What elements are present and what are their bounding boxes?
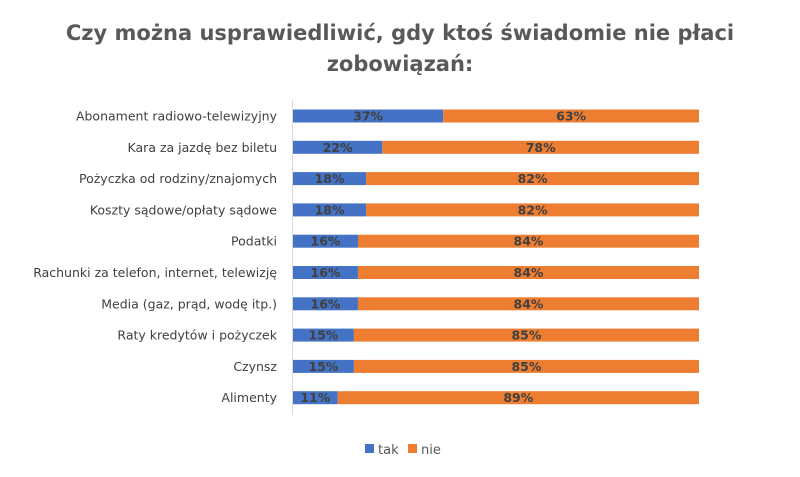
bar-tak	[293, 234, 358, 248]
data-label-tak: 22%	[323, 140, 353, 155]
data-label-nie: 84%	[514, 234, 544, 249]
bar-nie	[353, 359, 699, 373]
bar-nie	[357, 234, 699, 248]
bar-nie	[443, 109, 699, 123]
bar-tak	[293, 391, 338, 405]
data-label-tak: 16%	[311, 265, 341, 280]
bar-tak	[293, 109, 444, 123]
category-label: Abonament radiowo-telewizyjny	[76, 109, 278, 124]
bar-nie	[382, 140, 699, 154]
data-label-nie: 85%	[511, 328, 541, 343]
chart-title-line-1: Czy można usprawiedliwić, gdy ktoś świad…	[66, 21, 734, 45]
data-label-tak: 18%	[315, 171, 345, 186]
legend-swatch-tak	[365, 444, 374, 453]
data-label-nie: 84%	[514, 296, 544, 311]
bar-nie	[353, 328, 699, 342]
bar-tak	[293, 359, 354, 373]
legend-swatch-nie	[408, 444, 417, 453]
category-label: Koszty sądowe/opłaty sądowe	[90, 202, 277, 217]
bar-tak	[293, 297, 358, 311]
data-label-tak: 15%	[308, 359, 338, 374]
bar-tak	[293, 172, 367, 186]
data-label-tak: 18%	[315, 202, 345, 217]
category-label: Alimenty	[221, 390, 277, 405]
category-label: Pożyczka od rodziny/znajomych	[79, 171, 277, 186]
bar-nie	[337, 391, 699, 405]
chart-title-line-2: zobowiązań:	[327, 52, 474, 76]
data-label-nie: 85%	[511, 359, 541, 374]
bar-tak	[293, 328, 354, 342]
data-label-nie: 78%	[526, 140, 556, 155]
bar-nie	[366, 203, 699, 217]
bar-nie	[357, 266, 699, 279]
data-label-nie: 89%	[503, 390, 533, 405]
bar-nie	[357, 297, 699, 311]
data-label-tak: 16%	[311, 234, 341, 249]
data-label-nie: 63%	[556, 109, 586, 124]
data-label-nie: 82%	[518, 202, 548, 217]
data-label-nie: 84%	[514, 265, 544, 280]
data-label-tak: 16%	[311, 296, 341, 311]
bar-tak	[293, 266, 358, 279]
legend-label-nie: nie	[421, 443, 441, 458]
bar-tak	[293, 140, 383, 154]
data-label-tak: 37%	[353, 109, 383, 124]
category-label: Rachunki za telefon, internet, telewizję	[33, 265, 277, 280]
bar-tak	[293, 203, 367, 217]
category-label: Podatki	[231, 234, 277, 249]
legend-label-tak: tak	[378, 443, 399, 458]
legend: tak nie	[365, 443, 441, 458]
category-label: Kara za jazdę bez biletu	[128, 140, 277, 155]
category-label: Raty kredytów i pożyczek	[117, 328, 277, 343]
category-label: Czynsz	[233, 359, 277, 374]
data-label-nie: 82%	[518, 171, 548, 186]
bar-nie	[366, 172, 699, 186]
category-label: Media (gaz, prąd, wodę itp.)	[101, 296, 277, 311]
data-label-tak: 15%	[308, 328, 338, 343]
data-label-tak: 11%	[300, 390, 330, 405]
